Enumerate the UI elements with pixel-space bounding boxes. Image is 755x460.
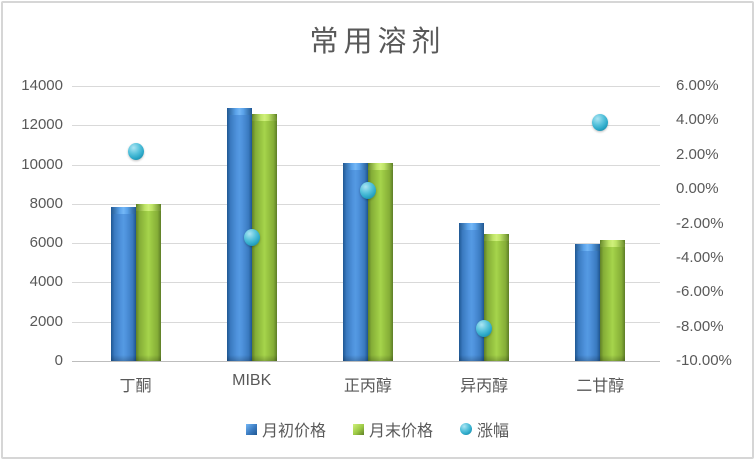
- bar-begin-price-3[interactable]: [459, 222, 485, 361]
- bar-end-price-4[interactable]: [600, 240, 626, 361]
- bar-end-price-3[interactable]: [484, 234, 510, 361]
- bar-base-shade: [575, 355, 601, 361]
- bar-base-shade: [226, 355, 252, 361]
- right-axis-tick-label: 6.00%: [676, 77, 719, 94]
- category-label-1: MIBK: [232, 372, 272, 389]
- bar-cap: [342, 162, 368, 170]
- legend: 月初价格 月末价格 涨幅: [0, 417, 755, 441]
- change-marker-4[interactable]: [592, 113, 609, 131]
- left-axis-tick-label: 12000: [21, 116, 63, 134]
- bar-begin-price-0[interactable]: [110, 206, 136, 361]
- bar-base-shade: [342, 355, 368, 361]
- legend-circle-icon: [460, 423, 472, 435]
- category-label-2: 正丙醇: [343, 378, 392, 395]
- bar-cap: [459, 222, 485, 230]
- right-axis-tick-label: -4.00%: [676, 248, 724, 266]
- legend-label: 涨幅: [477, 423, 510, 440]
- plot-area: [72, 86, 660, 362]
- left-axis-tick-label: 4000: [29, 273, 63, 291]
- right-axis-tick-label: -8.00%: [676, 317, 724, 335]
- change-marker-0[interactable]: [127, 142, 144, 160]
- change-marker-2[interactable]: [359, 182, 376, 200]
- bar-base-shade: [459, 355, 485, 361]
- category-label-3: 异丙醇: [460, 378, 509, 395]
- legend-label: 月末价格: [368, 423, 433, 440]
- right-axis-tick-label: 0.00%: [676, 180, 719, 198]
- category-label-4: 二甘醇: [576, 378, 625, 395]
- right-axis-tick-label: -10.00%: [676, 352, 732, 369]
- left-axis-tick-label: 14000: [21, 77, 63, 94]
- legend-square-icon: [352, 423, 364, 435]
- right-axis-tick-label: 2.00%: [676, 145, 719, 163]
- bar-base-shade: [110, 355, 136, 361]
- bar-cap: [484, 234, 510, 242]
- bar-cap: [226, 107, 252, 115]
- left-axis-tick-label: 2000: [29, 312, 63, 330]
- right-axis-tick-label: -2.00%: [676, 214, 724, 232]
- x-axis-line: [72, 361, 660, 362]
- bar-cap: [135, 203, 161, 211]
- chart-title: 常用溶剂: [309, 24, 446, 58]
- bar-end-price-2[interactable]: [367, 162, 393, 361]
- left-axis-tick-label: 8000: [29, 194, 63, 212]
- change-marker-3[interactable]: [476, 319, 493, 337]
- legend-item-begin[interactable]: 月初价格: [245, 417, 326, 441]
- right-axis-tick-label: -6.00%: [676, 283, 724, 301]
- bar-cap: [251, 114, 277, 122]
- bar-base-shade: [367, 355, 393, 361]
- bar-cap: [367, 162, 393, 170]
- left-axis-tick-label: 6000: [29, 234, 63, 252]
- left-axis-tick-label: 10000: [21, 155, 63, 173]
- bar-cap: [600, 240, 626, 248]
- bar-base-shade: [135, 355, 161, 361]
- legend-item-end[interactable]: 月末价格: [352, 417, 433, 441]
- bar-base-shade: [251, 355, 277, 361]
- legend-label: 月初价格: [261, 423, 326, 440]
- bar-base-shade: [600, 355, 626, 361]
- change-marker-1[interactable]: [243, 228, 260, 246]
- gridline: [72, 125, 660, 127]
- bar-base-shade: [484, 355, 510, 361]
- legend-square-icon: [245, 423, 257, 435]
- bar-begin-price-4[interactable]: [575, 243, 601, 361]
- gridline: [72, 86, 660, 87]
- legend-item-change[interactable]: 涨幅: [460, 417, 509, 441]
- right-axis-tick-label: 4.00%: [676, 111, 719, 129]
- left-axis-tick-label: 0: [54, 352, 63, 369]
- bar-end-price-0[interactable]: [135, 203, 161, 361]
- bar-cap: [110, 206, 136, 214]
- bar-cap: [575, 243, 601, 251]
- category-label-0: 丁酮: [119, 378, 152, 395]
